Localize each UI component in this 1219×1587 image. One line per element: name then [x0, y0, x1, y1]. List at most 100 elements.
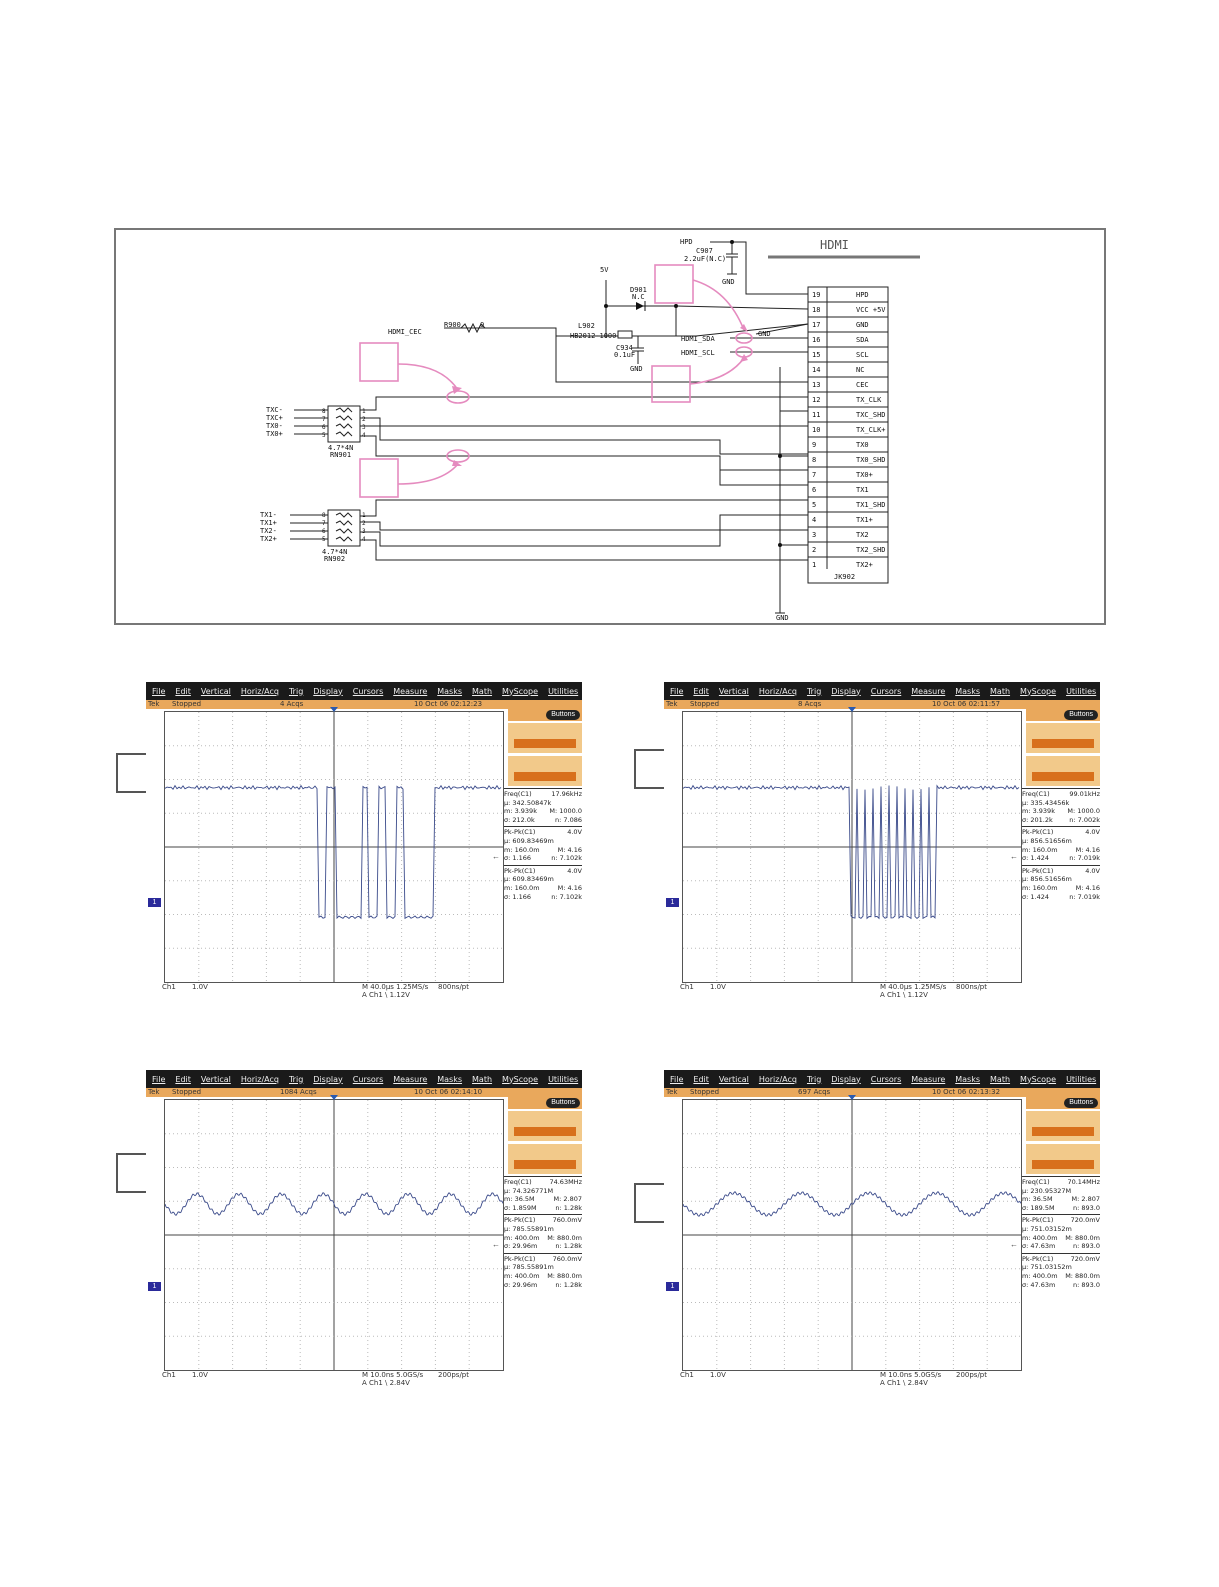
menu-masks[interactable]: Masks	[955, 1074, 981, 1084]
measurement-value: μ: 751.03152m	[1022, 1263, 1072, 1272]
ch1-marker[interactable]: 1	[666, 1282, 679, 1291]
measurement-value: n: 7.102k	[551, 854, 582, 863]
trigger-position-icon	[848, 1095, 856, 1100]
buttons-toggle[interactable]: Buttons	[1064, 1098, 1098, 1108]
soft-button-1[interactable]	[508, 723, 582, 753]
sample-resolution: 200ps/pt	[438, 1371, 469, 1379]
measurement-value: n: 1.28k	[555, 1280, 582, 1289]
menu-display[interactable]: Display	[831, 686, 861, 696]
menu-utilities[interactable]: Utilities	[1066, 686, 1097, 696]
connector-pin-name: SCL	[856, 351, 869, 359]
measurement-row: σ: 1.424 n: 7.019k	[1022, 854, 1100, 863]
menu-horizacq[interactable]: Horiz/Acq	[240, 1074, 279, 1084]
volts-per-div: 1.0V	[710, 983, 726, 991]
measurement-block: Pk-Pk(C1) 720.0mV μ: 751.03152m m: 400.0m M:…	[1022, 1214, 1100, 1250]
menu-edit[interactable]: Edit	[175, 1074, 191, 1084]
menu-trig[interactable]: Trig	[288, 686, 304, 696]
menu-measure[interactable]: Measure	[911, 1074, 946, 1084]
menu-math[interactable]: Math	[990, 1074, 1011, 1084]
c907-ref: C907	[696, 247, 713, 255]
buttons-toggle[interactable]: Buttons	[1064, 710, 1098, 720]
menu-myscope[interactable]: MyScope	[502, 1074, 539, 1084]
soft-button-1[interactable]	[1026, 1111, 1100, 1141]
menu-measure[interactable]: Measure	[393, 1074, 428, 1084]
menu-math[interactable]: Math	[990, 686, 1011, 696]
menu-utilities[interactable]: Utilities	[548, 686, 579, 696]
connector-pin-number: 4	[812, 516, 816, 524]
menu-cursors[interactable]: Cursors	[352, 686, 384, 696]
rn902-value: 4.7*4N	[322, 548, 347, 556]
measurement-value: 4.0V	[567, 828, 582, 837]
volts-per-div: 1.0V	[192, 1371, 208, 1379]
soft-button-2[interactable]	[508, 756, 582, 786]
measurement-value: n: 893.0	[1073, 1203, 1100, 1212]
c934-ref: C934	[616, 344, 633, 352]
menu-cursors[interactable]: Cursors	[352, 1074, 384, 1084]
menu-masks[interactable]: Masks	[437, 1074, 463, 1084]
menu-cursors[interactable]: Cursors	[870, 1074, 902, 1084]
measurement-row: m: 3.939k M: 1000.0	[504, 807, 582, 816]
measurement-value: n: 7.086	[555, 815, 582, 824]
menu-file[interactable]: File	[670, 686, 684, 696]
measurement-value: Freq(C1)	[504, 1178, 532, 1186]
waveform-plot	[682, 712, 1021, 982]
menu-trig[interactable]: Trig	[288, 1074, 304, 1084]
menu-masks[interactable]: Masks	[955, 686, 981, 696]
buttons-toggle[interactable]: Buttons	[546, 1098, 580, 1108]
menu-vertical[interactable]: Vertical	[200, 1074, 231, 1084]
menu-trig[interactable]: Trig	[806, 686, 822, 696]
c907-value: 2.2uF(N.C)	[684, 255, 726, 263]
menu-edit[interactable]: Edit	[693, 1074, 709, 1084]
menu-trig[interactable]: Trig	[806, 1074, 822, 1084]
menu-display[interactable]: Display	[313, 686, 343, 696]
soft-button-2[interactable]	[508, 1144, 582, 1174]
menu-vertical[interactable]: Vertical	[718, 686, 749, 696]
menu-utilities[interactable]: Utilities	[1066, 1074, 1097, 1084]
buttons-panel: Buttons	[1026, 709, 1100, 721]
menu-horizacq[interactable]: Horiz/Acq	[758, 686, 797, 696]
menu-edit[interactable]: Edit	[175, 686, 191, 696]
menu-math[interactable]: Math	[472, 686, 493, 696]
measurement-row: μ: 335.43456k	[1022, 799, 1100, 808]
menu-horizacq[interactable]: Horiz/Acq	[758, 1074, 797, 1084]
scope-screenshot-2: File Edit Vertical Horiz/Acq Trig Display Curs…	[664, 682, 1100, 1010]
ch1-marker[interactable]: 1	[666, 898, 679, 907]
measurement-row: Pk-Pk(C1) 4.0V	[1022, 867, 1100, 876]
menu-edit[interactable]: Edit	[693, 686, 709, 696]
menu-vertical[interactable]: Vertical	[200, 686, 231, 696]
menu-display[interactable]: Display	[831, 1074, 861, 1084]
menu-masks[interactable]: Masks	[437, 686, 463, 696]
measurement-value: Pk-Pk(C1)	[1022, 1254, 1054, 1263]
menu-math[interactable]: Math	[472, 1074, 493, 1084]
rn901-value: 4.7*4N	[328, 444, 353, 452]
menu-measure[interactable]: Measure	[911, 686, 946, 696]
menu-myscope[interactable]: MyScope	[1020, 686, 1057, 696]
menu-myscope[interactable]: MyScope	[1020, 1074, 1057, 1084]
menu-file[interactable]: File	[152, 1074, 166, 1084]
soft-button-2[interactable]	[1026, 1144, 1100, 1174]
timebase-readout: M 10.0ns 5.0GS/s	[362, 1371, 424, 1379]
menu-myscope[interactable]: MyScope	[502, 686, 539, 696]
tx-input-label: TX2+	[260, 535, 277, 543]
buttons-panel: Buttons	[1026, 1097, 1100, 1109]
menu-vertical[interactable]: Vertical	[718, 1074, 749, 1084]
scope-screenshot-1: File Edit Vertical Horiz/Acq Trig Display Curs…	[146, 682, 582, 1010]
soft-button-1[interactable]	[508, 1111, 582, 1141]
menu-cursors[interactable]: Cursors	[870, 686, 902, 696]
menu-file[interactable]: File	[670, 1074, 684, 1084]
ch1-marker[interactable]: 1	[148, 898, 161, 907]
measurement-panel: Freq(C1) 74.63MHz μ: 74.326771M m: 36.5M M: …	[504, 1176, 582, 1291]
soft-button-1[interactable]	[1026, 723, 1100, 753]
buttons-toggle[interactable]: Buttons	[546, 710, 580, 720]
waveform-plot	[164, 1100, 504, 1370]
menu-measure[interactable]: Measure	[393, 686, 428, 696]
connector-pin-number: 6	[812, 486, 816, 494]
tx-input-label: TX2-	[260, 527, 277, 535]
measurement-panel: Freq(C1) 99.01kHz μ: 335.43456k m: 3.939k M:…	[1022, 788, 1100, 903]
menu-file[interactable]: File	[152, 686, 166, 696]
menu-utilities[interactable]: Utilities	[548, 1074, 579, 1084]
menu-horizacq[interactable]: Horiz/Acq	[240, 686, 279, 696]
menu-display[interactable]: Display	[313, 1074, 343, 1084]
soft-button-2[interactable]	[1026, 756, 1100, 786]
ch1-marker[interactable]: 1	[148, 1282, 161, 1291]
